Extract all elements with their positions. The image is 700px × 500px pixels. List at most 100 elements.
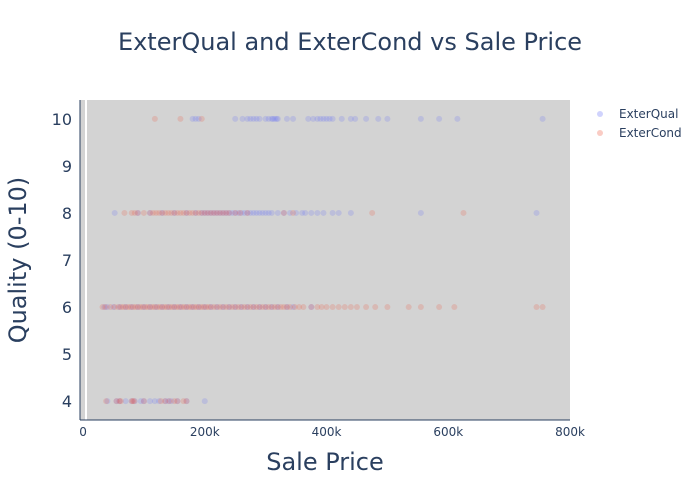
data-point [142, 304, 149, 311]
data-point [207, 304, 214, 311]
data-point [220, 304, 227, 311]
data-point [235, 304, 242, 311]
y-tick-label: 4 [62, 392, 72, 411]
data-point [201, 304, 208, 311]
data-point [280, 304, 287, 311]
data-point [137, 398, 144, 405]
data-point [232, 304, 239, 311]
data-point [353, 304, 360, 311]
data-point [283, 115, 290, 122]
data-point [436, 304, 443, 311]
data-point [195, 209, 202, 216]
data-point [460, 209, 467, 216]
data-point [192, 209, 199, 216]
data-point [104, 304, 111, 311]
data-point [104, 398, 111, 405]
data-point [347, 209, 354, 216]
data-point [256, 304, 263, 311]
data-point [273, 115, 280, 122]
data-point [139, 304, 146, 311]
chart-title: ExterQual and ExterCond vs Sale Price [118, 28, 582, 56]
legend[interactable]: ExterQual ExterCond [597, 107, 682, 140]
data-point [134, 209, 141, 216]
data-point [168, 304, 175, 311]
data-point [363, 115, 370, 122]
x-tick-label: 600k [433, 425, 463, 439]
data-point [193, 304, 200, 311]
data-point [217, 209, 223, 216]
data-point [271, 115, 278, 122]
data-point [132, 304, 139, 311]
data-point [159, 304, 166, 311]
data-point [436, 115, 443, 122]
data-point [237, 209, 244, 216]
data-point [210, 304, 217, 311]
data-point [192, 115, 199, 122]
legend-label: ExterQual [619, 107, 678, 121]
data-point [192, 209, 199, 216]
data-point [207, 209, 214, 216]
data-point [329, 115, 336, 122]
data-point [323, 304, 330, 311]
data-point [217, 209, 223, 216]
data-point [329, 304, 336, 311]
data-point [116, 398, 123, 405]
data-point [253, 209, 260, 216]
data-point [153, 209, 160, 216]
data-point [151, 115, 158, 122]
data-point [147, 304, 153, 311]
data-point [107, 304, 114, 311]
data-point [290, 304, 297, 311]
data-point [302, 209, 309, 216]
x-tick-label: 0 [79, 425, 87, 439]
data-point [250, 115, 257, 122]
data-point [213, 209, 220, 216]
data-point [268, 304, 275, 311]
data-point [122, 398, 129, 405]
y-axis-ticks: 4 5 6 7 8 9 10 [52, 110, 72, 411]
data-point [165, 304, 172, 311]
data-point [203, 304, 209, 311]
data-point [195, 304, 202, 311]
data-point [277, 304, 284, 311]
data-point [259, 209, 266, 216]
data-point [384, 115, 391, 122]
data-point [171, 398, 178, 405]
data-point [223, 209, 230, 216]
data-point [204, 209, 211, 216]
data-point [164, 304, 171, 311]
legend-item-extercond[interactable]: ExterCond [597, 126, 682, 140]
data-point [539, 304, 546, 311]
data-point [372, 304, 379, 311]
data-point [168, 398, 175, 405]
data-point [166, 304, 173, 311]
data-point [347, 115, 354, 122]
data-point [140, 398, 147, 405]
data-point [128, 398, 135, 405]
data-point [159, 209, 166, 216]
data-point [103, 398, 110, 405]
data-point [183, 304, 190, 311]
data-point [122, 304, 129, 311]
data-point [259, 304, 266, 311]
data-point [223, 304, 230, 311]
data-point [213, 209, 220, 216]
data-point [151, 398, 158, 405]
data-point [253, 115, 260, 122]
data-point [156, 398, 163, 405]
data-point [310, 115, 317, 122]
data-point [168, 209, 175, 216]
data-point [250, 209, 257, 216]
data-point [147, 398, 153, 405]
data-point [183, 304, 190, 311]
data-point [201, 209, 208, 216]
data-point [308, 304, 315, 311]
data-point [210, 209, 217, 216]
data-point [329, 209, 336, 216]
legend-item-exterqual[interactable]: ExterQual [597, 107, 678, 121]
data-point [180, 209, 187, 216]
data-point [131, 209, 138, 216]
data-point [116, 398, 123, 405]
data-point [335, 209, 342, 216]
data-point [134, 209, 141, 216]
